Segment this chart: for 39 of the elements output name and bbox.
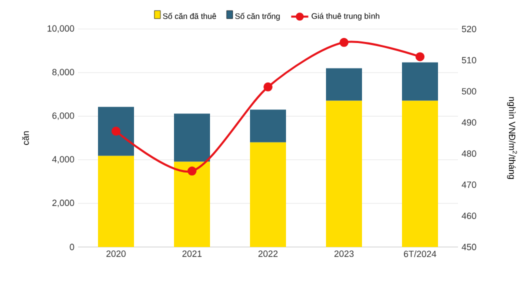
y2-tick-label: 450: [462, 244, 476, 250]
y2-axis-title: nghìn VNĐ/m$^{2}$/tháng: [507, 97, 518, 179]
bar: [174, 114, 210, 162]
bar: [250, 142, 286, 247]
y-axis-title: căn: [22, 131, 29, 145]
y2-tick-label: 520: [462, 26, 476, 32]
y-tick-label: 2,000: [52, 200, 74, 208]
bar: [402, 62, 438, 101]
bar: [250, 110, 286, 142]
x-tick-label: 2021: [182, 250, 202, 257]
legend-label: Số căn đã thuê: [162, 12, 216, 20]
legend-label: Giá thuê trung bình: [312, 12, 380, 20]
y-tick-label: 8,000: [52, 68, 74, 76]
bar: [326, 100, 362, 247]
x-tick-label: 2022: [258, 250, 278, 257]
y2-tick-label: 470: [462, 182, 476, 188]
y2-tick-label: 460: [462, 212, 476, 220]
point: [112, 126, 121, 136]
bar: [174, 162, 210, 247]
point: [340, 38, 348, 47]
bar: [98, 106, 134, 156]
y-tick-label: 10,000: [48, 25, 74, 33]
x-tick-label: 2020: [106, 250, 126, 257]
point: [264, 82, 273, 92]
y-tick-label: 0: [70, 244, 74, 250]
y2-tick-label: 510: [462, 56, 476, 64]
bar: [402, 100, 438, 247]
bar: [98, 156, 134, 247]
point: [188, 166, 197, 176]
legend-label: Số căn trống: [235, 12, 280, 21]
bar: [326, 68, 362, 101]
y2-tick-label: 500: [462, 88, 476, 94]
y-tick-label: 4,000: [52, 156, 74, 164]
y2-tick-label: 480: [462, 150, 476, 157]
x-tick-label: 6T/2024: [404, 250, 436, 258]
point: [416, 52, 425, 62]
y-tick-label: 6,000: [52, 112, 74, 120]
y2-tick-label: 490: [462, 119, 476, 126]
x-tick-label: 2023: [334, 250, 354, 257]
